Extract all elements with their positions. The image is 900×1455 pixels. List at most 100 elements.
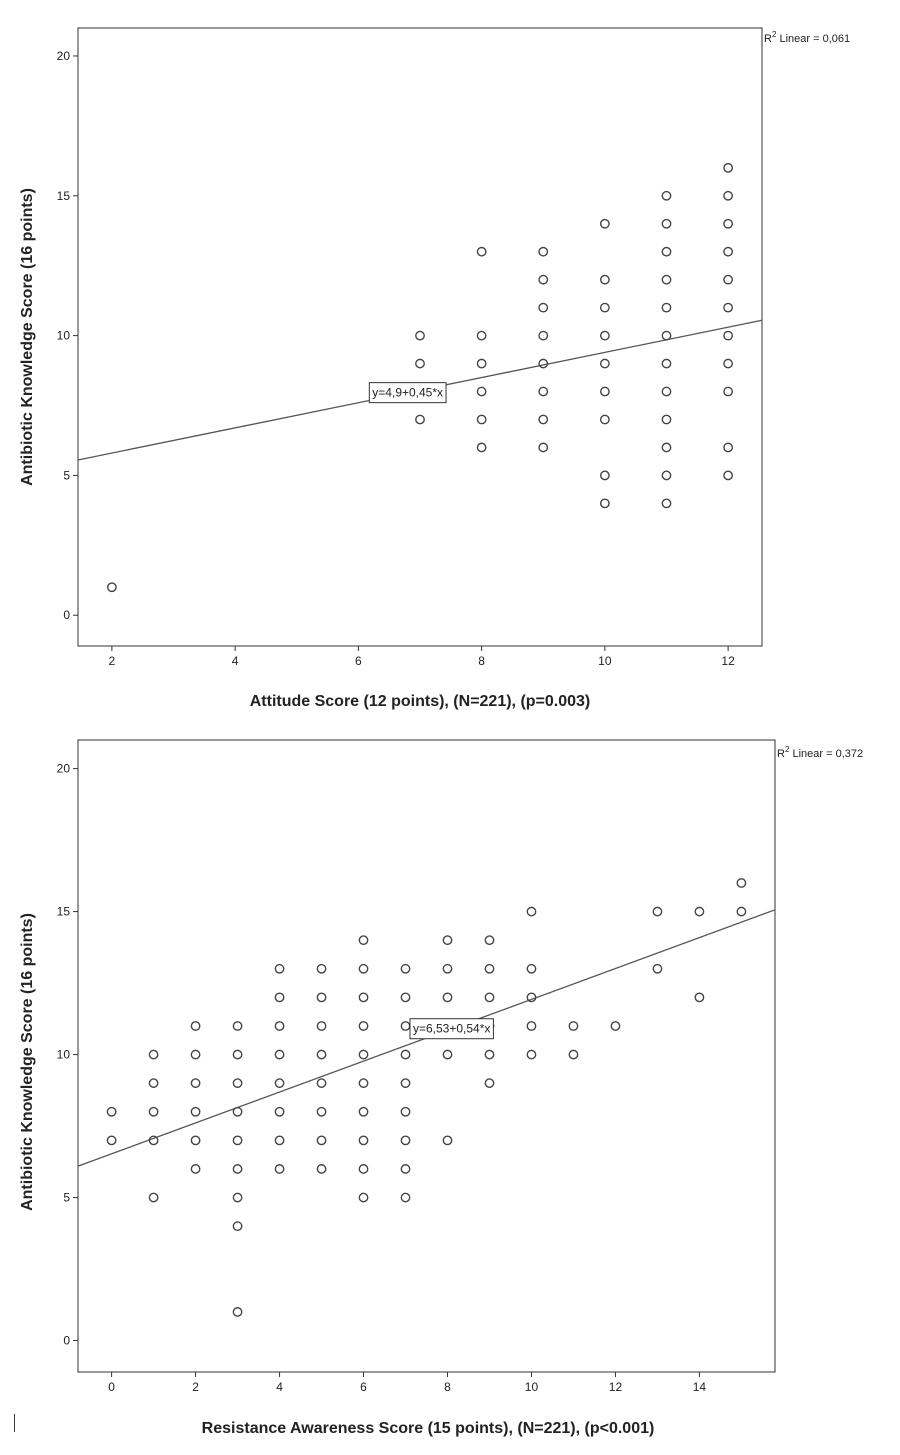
data-point [358, 992, 369, 1003]
data-point [538, 246, 549, 257]
x-tick-label: 4 [276, 1380, 283, 1394]
data-point [599, 386, 610, 397]
data-point [232, 1106, 243, 1117]
x-tick-label: 2 [109, 654, 116, 668]
data-point [190, 1078, 201, 1089]
data-point [400, 963, 411, 974]
x-axis-title: Resistance Awareness Score (15 points), … [202, 1420, 655, 1437]
data-point [661, 218, 672, 229]
data-point [358, 1192, 369, 1203]
x-tick-label: 6 [355, 654, 362, 668]
data-point [661, 414, 672, 425]
data-point [484, 935, 495, 946]
y-tick-label: 20 [57, 762, 71, 776]
data-point [358, 1049, 369, 1060]
data-point [661, 498, 672, 509]
data-point [526, 906, 537, 917]
x-tick-label: 12 [609, 1380, 623, 1394]
data-point [232, 1049, 243, 1060]
data-point [661, 386, 672, 397]
data-point [106, 1106, 117, 1117]
data-point [190, 1135, 201, 1146]
data-point [538, 302, 549, 313]
data-point [661, 190, 672, 201]
data-point [661, 302, 672, 313]
data-point [415, 358, 425, 369]
data-point [148, 1135, 159, 1146]
y-axis-title: Antibiotic Knowledge Score (16 points) [19, 913, 36, 1211]
data-point [599, 302, 610, 313]
data-point [316, 1049, 327, 1060]
fit-equation-label: y=4,9+0,45*x [368, 382, 447, 404]
x-tick-label: 12 [721, 654, 735, 668]
data-point [661, 330, 672, 341]
data-point [316, 1164, 327, 1174]
x-tick-label: 10 [525, 1380, 539, 1394]
data-point [723, 218, 734, 229]
y-tick-label: 0 [63, 608, 70, 622]
data-point [442, 992, 453, 1003]
x-tick-label: 10 [598, 654, 612, 668]
x-tick-label: 0 [108, 1380, 115, 1394]
x-axis-title: Attitude Score (12 points), (N=221), (p=… [250, 693, 591, 710]
data-point [316, 1021, 327, 1031]
data-point [106, 1135, 117, 1146]
x-tick-label: 8 [444, 1380, 451, 1394]
data-point [736, 878, 747, 888]
data-point [442, 1049, 453, 1060]
data-point [661, 442, 672, 453]
svg-text:y=6,53+0,54*x: y=6,53+0,54*x [413, 1022, 490, 1036]
data-point [400, 1106, 411, 1117]
data-point [661, 358, 672, 369]
data-point [661, 274, 672, 285]
data-point [694, 906, 705, 917]
data-point [568, 1021, 579, 1031]
data-point [476, 386, 487, 397]
y-tick-label: 5 [63, 468, 70, 482]
data-point [274, 1135, 285, 1146]
data-point [484, 992, 495, 1003]
fit-equation-label: y=6,53+0,54*x [409, 1018, 494, 1040]
data-point [723, 302, 734, 313]
data-point [538, 442, 549, 453]
data-point [723, 442, 734, 453]
data-point [232, 1135, 243, 1146]
data-point [476, 442, 487, 453]
data-point [476, 330, 487, 341]
data-point [274, 1078, 285, 1089]
data-point [723, 358, 734, 369]
data-point [232, 1164, 243, 1174]
data-point [232, 1078, 243, 1089]
data-point [400, 1021, 411, 1031]
data-point [599, 330, 610, 341]
data-point [232, 1021, 243, 1031]
data-point [476, 358, 487, 369]
data-point [190, 1164, 201, 1174]
data-point [358, 1164, 369, 1174]
data-point [568, 1049, 579, 1060]
data-point [736, 906, 747, 917]
data-point [538, 358, 549, 369]
text-cursor-mark [14, 1414, 15, 1432]
data-point [400, 1192, 411, 1203]
data-point [723, 470, 734, 481]
data-point [232, 1307, 243, 1317]
data-point [526, 992, 537, 1003]
data-point [148, 1106, 159, 1117]
y-tick-label: 10 [57, 329, 71, 343]
svg-text:y=4,9+0,45*x: y=4,9+0,45*x [372, 386, 443, 400]
r2-label: R2 Linear = 0,061 [764, 30, 850, 45]
data-point [400, 1078, 411, 1089]
data-point [442, 1135, 453, 1146]
data-point [661, 246, 672, 257]
y-tick-label: 20 [57, 49, 71, 63]
data-point [723, 330, 734, 341]
data-point [442, 935, 453, 946]
data-point [274, 1049, 285, 1060]
data-point [148, 1192, 159, 1203]
data-point [274, 1164, 285, 1174]
y-tick-label: 5 [63, 1191, 70, 1205]
data-point [442, 963, 453, 974]
data-point [415, 330, 425, 341]
data-point [723, 274, 734, 285]
